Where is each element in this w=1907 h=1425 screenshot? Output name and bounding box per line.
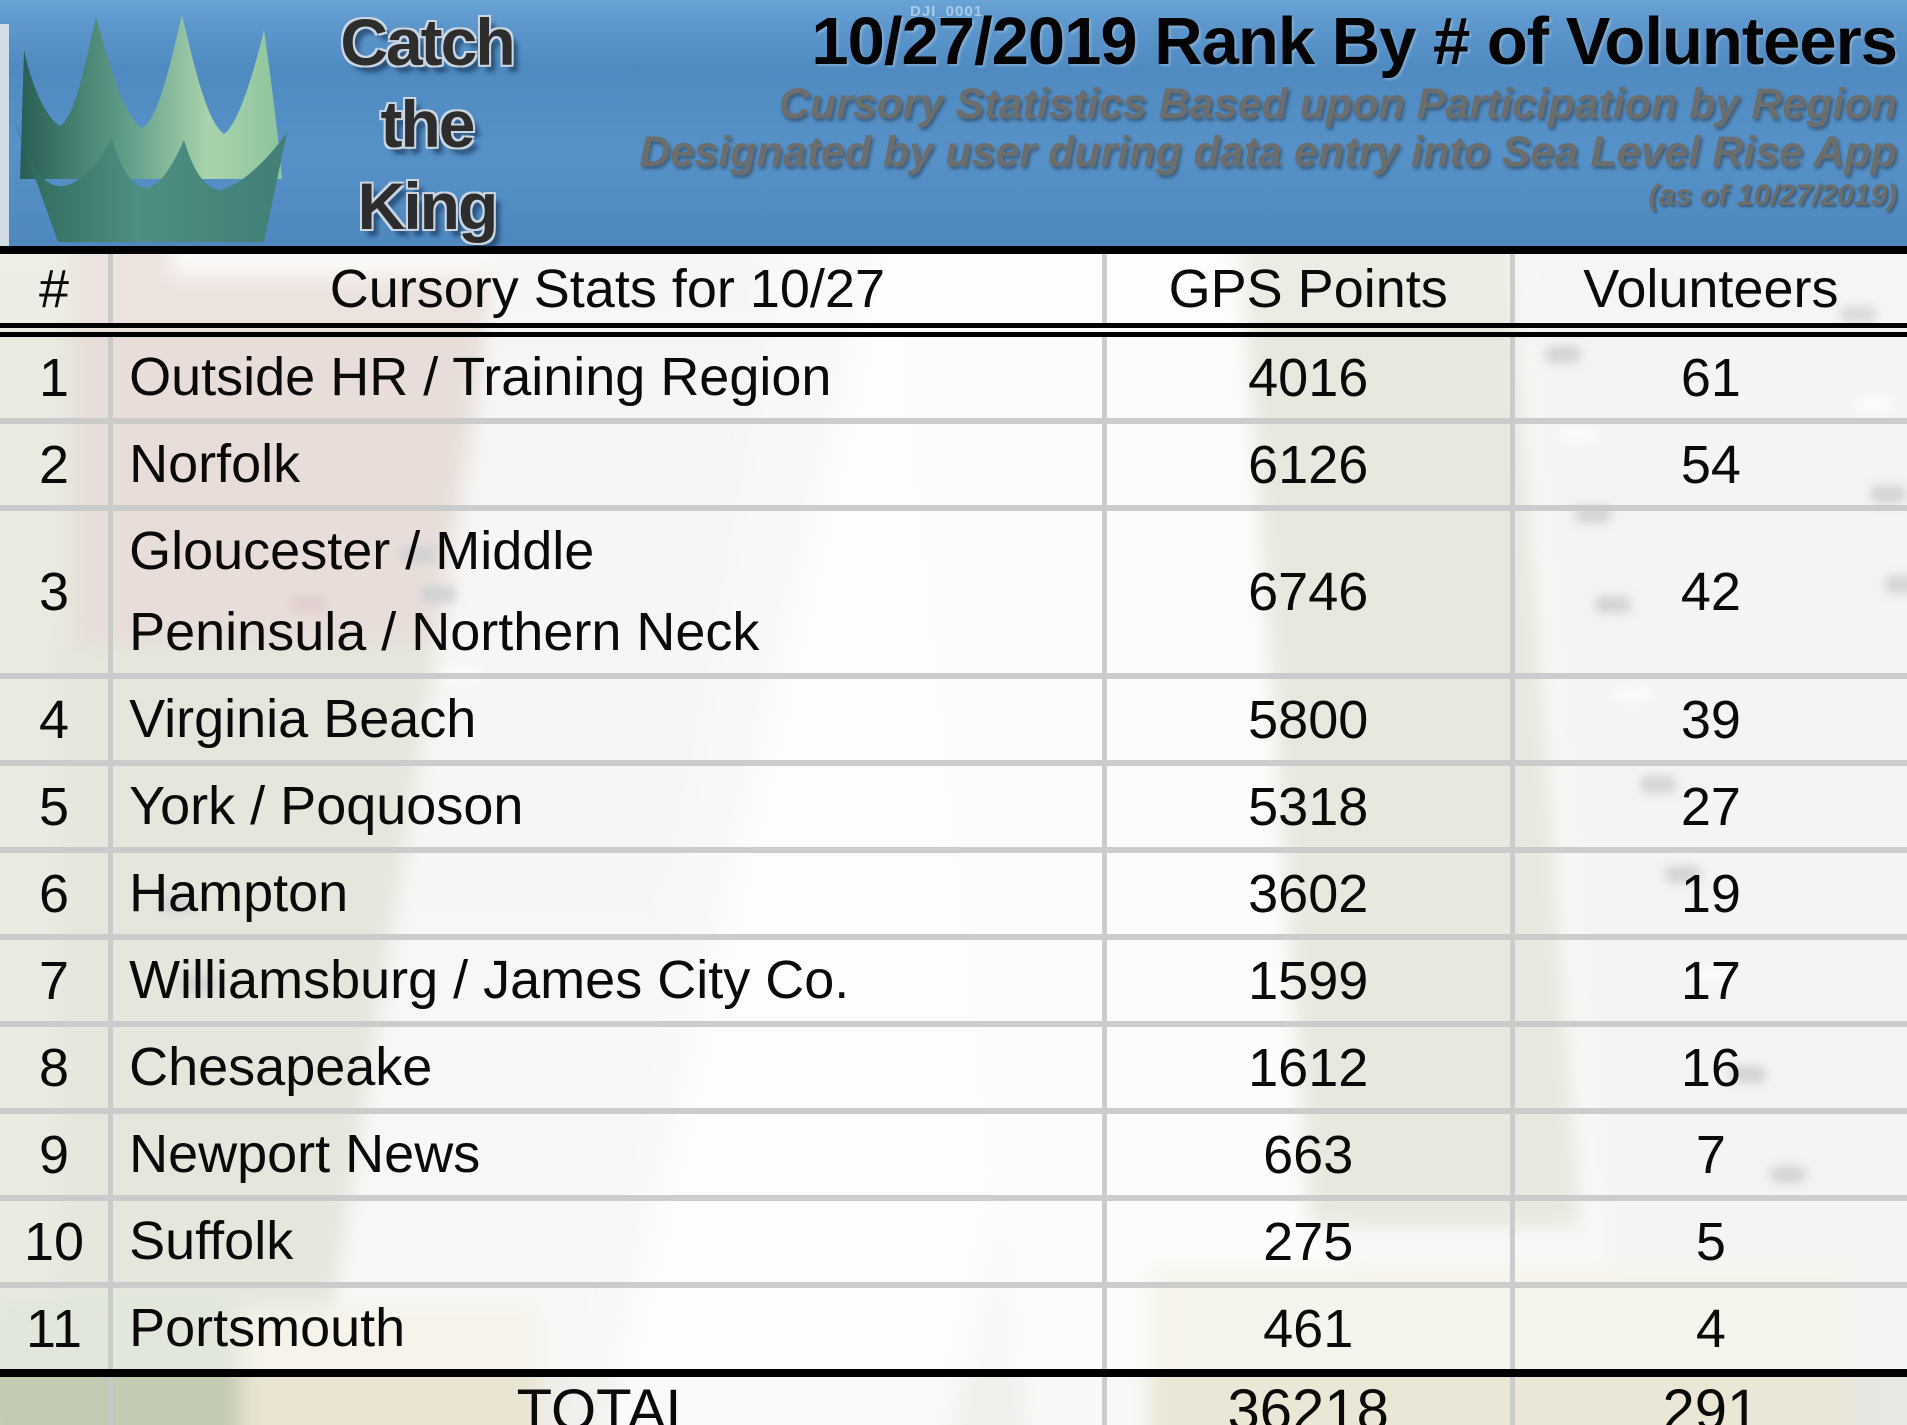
table-row: 7 Williamsburg / James City Co. 1599 17 bbox=[0, 934, 1907, 1024]
table-row: 8 Chesapeake 1612 16 bbox=[0, 1021, 1907, 1111]
stats-table-area: # Cursory Stats for 10/27 GPS Points Vol… bbox=[0, 246, 1907, 1425]
volunteers-cell: 17 bbox=[1509, 934, 1907, 1024]
subtitle-line-1: Cursory Statistics Based upon Participat… bbox=[778, 80, 1897, 128]
region-cell: York / Poquoson bbox=[108, 760, 1105, 850]
as-of-date: (as of 10/27/2019) bbox=[1648, 179, 1897, 212]
brand-line-3: King bbox=[357, 169, 499, 243]
region-cell: Williamsburg / James City Co. bbox=[108, 934, 1105, 1024]
volunteers-cell: 7 bbox=[1509, 1108, 1907, 1198]
page-title: 10/27/2019 Rank By # of Volunteers bbox=[811, 4, 1898, 79]
table-row: 9 Newport News 663 7 bbox=[0, 1108, 1907, 1198]
volunteers-cell: 61 bbox=[1509, 330, 1907, 421]
region-cell: Norfolk bbox=[108, 418, 1105, 508]
region-cell: Hampton bbox=[108, 847, 1105, 937]
volunteers-cell: 4 bbox=[1509, 1282, 1907, 1373]
rank-cell: 3 bbox=[0, 505, 111, 676]
rank-cell: 1 bbox=[0, 330, 111, 421]
gps-cell: 4016 bbox=[1101, 330, 1513, 421]
table-row: 6 Hampton 3602 19 bbox=[0, 847, 1907, 937]
total-row: TOTAL 36218 291 bbox=[0, 1369, 1907, 1425]
crown-logo bbox=[15, 15, 287, 242]
gps-cell: 6126 bbox=[1101, 418, 1513, 508]
total-gps-cell: 36218 bbox=[1101, 1369, 1513, 1425]
gps-cell: 1599 bbox=[1101, 934, 1513, 1024]
brand-line-2: the bbox=[380, 87, 476, 161]
volunteers-cell: 42 bbox=[1509, 505, 1907, 676]
subtitle-line-2: Designated by user during data entry int… bbox=[639, 128, 1897, 176]
region-cell: Portsmouth bbox=[108, 1282, 1105, 1373]
region-cell: Newport News bbox=[108, 1108, 1105, 1198]
gps-cell: 3602 bbox=[1101, 847, 1513, 937]
column-header-gps-points: GPS Points bbox=[1101, 250, 1513, 337]
volunteers-cell: 54 bbox=[1509, 418, 1907, 508]
column-header-region: Cursory Stats for 10/27 bbox=[108, 250, 1105, 337]
table-row: 1 Outside HR / Training Region 4016 61 bbox=[0, 330, 1907, 421]
region-cell: Gloucester / Middle Peninsula / Northern… bbox=[108, 505, 1105, 676]
table-row: 10 Suffolk 275 5 bbox=[0, 1195, 1907, 1285]
drone-watermark: DJI_0001 bbox=[910, 3, 984, 20]
column-header-volunteers: Volunteers bbox=[1509, 250, 1907, 337]
table-row: 2 Norfolk 6126 54 bbox=[0, 418, 1907, 508]
title-block: 10/27/2019 Rank By # of Volunteers Curso… bbox=[639, 4, 1898, 214]
gps-cell: 1612 bbox=[1101, 1021, 1513, 1111]
column-header-rank: # bbox=[0, 250, 111, 337]
total-label-cell: TOTAL bbox=[108, 1369, 1105, 1425]
header-row: # Cursory Stats for 10/27 GPS Points Vol… bbox=[0, 250, 1907, 337]
brand-logo-text: Catch the King bbox=[293, 1, 561, 246]
rank-cell: 9 bbox=[0, 1108, 111, 1198]
total-volunteers-cell: 291 bbox=[1509, 1369, 1907, 1425]
brand-line-1: Catch bbox=[340, 5, 515, 79]
volunteers-cell: 16 bbox=[1509, 1021, 1907, 1111]
rank-cell: 8 bbox=[0, 1021, 111, 1111]
banner: DJI_0001 Catch the King 10/27/2019 Rank … bbox=[0, 0, 1907, 246]
volunteers-cell: 39 bbox=[1509, 673, 1907, 763]
rank-cell: 5 bbox=[0, 760, 111, 850]
volunteers-cell: 19 bbox=[1509, 847, 1907, 937]
gps-cell: 275 bbox=[1101, 1195, 1513, 1285]
rank-cell: 4 bbox=[0, 673, 111, 763]
gps-cell: 461 bbox=[1101, 1282, 1513, 1373]
volunteers-cell: 5 bbox=[1509, 1195, 1907, 1285]
rank-cell: 11 bbox=[0, 1282, 111, 1373]
total-rank-cell bbox=[0, 1369, 111, 1425]
rank-cell: 6 bbox=[0, 847, 111, 937]
slide-edge-strip bbox=[0, 24, 9, 246]
region-cell: Virginia Beach bbox=[108, 673, 1105, 763]
gps-cell: 6746 bbox=[1101, 505, 1513, 676]
region-cell: Outside HR / Training Region bbox=[108, 330, 1105, 421]
volunteers-cell: 27 bbox=[1509, 760, 1907, 850]
rank-cell: 2 bbox=[0, 418, 111, 508]
table-row: 11 Portsmouth 461 4 bbox=[0, 1282, 1907, 1373]
gps-cell: 5318 bbox=[1101, 760, 1513, 850]
table-row: 4 Virginia Beach 5800 39 bbox=[0, 673, 1907, 763]
region-cell: Chesapeake bbox=[108, 1021, 1105, 1111]
stats-table: # Cursory Stats for 10/27 GPS Points Vol… bbox=[0, 246, 1907, 1425]
table-row: 5 York / Poquoson 5318 27 bbox=[0, 760, 1907, 850]
gps-cell: 663 bbox=[1101, 1108, 1513, 1198]
rank-cell: 7 bbox=[0, 934, 111, 1024]
table-row: 3 Gloucester / Middle Peninsula / Northe… bbox=[0, 505, 1907, 676]
region-cell: Suffolk bbox=[108, 1195, 1105, 1285]
rank-cell: 10 bbox=[0, 1195, 111, 1285]
gps-cell: 5800 bbox=[1101, 673, 1513, 763]
